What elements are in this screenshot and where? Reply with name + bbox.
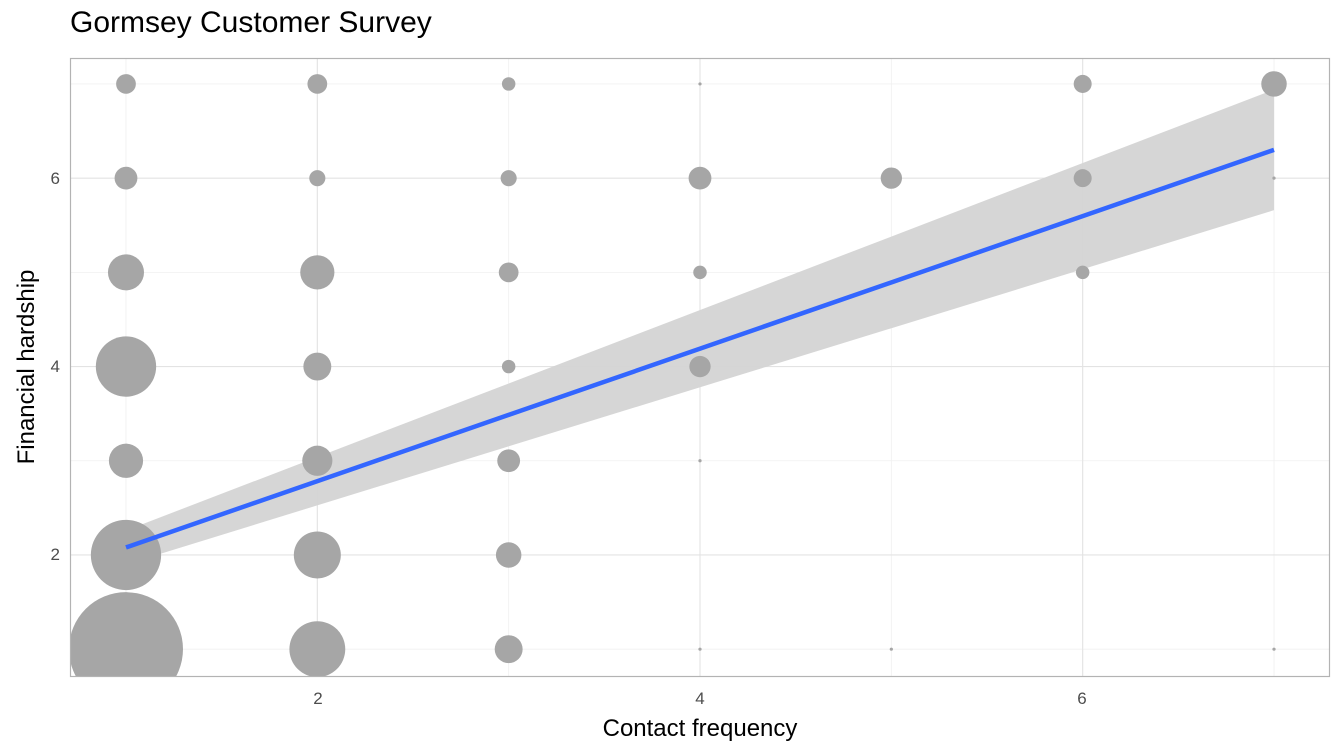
panel-border	[69, 57, 1331, 678]
data-point	[501, 77, 516, 91]
data-point	[500, 170, 517, 187]
y-tick-label: 2	[51, 545, 60, 564]
y-tick-label: 4	[51, 357, 60, 376]
data-point	[302, 445, 333, 476]
data-point	[90, 519, 162, 591]
data-point	[307, 74, 328, 94]
data-point	[95, 336, 157, 397]
data-point	[1272, 647, 1276, 651]
data-point	[693, 265, 707, 280]
data-point	[688, 166, 712, 190]
data-point	[303, 352, 332, 381]
data-point	[501, 359, 516, 374]
data-point	[116, 74, 136, 94]
data-point	[880, 167, 903, 189]
x-tick-label: 2	[313, 689, 322, 708]
x-axis-title: Contact frequency	[603, 715, 798, 742]
data-point	[498, 262, 519, 283]
trend-line-layer	[125, 147, 1275, 550]
data-point	[889, 647, 893, 651]
data-point	[1073, 74, 1092, 93]
y-axis-title: Financial hardship	[13, 270, 40, 465]
data-point	[1261, 71, 1287, 97]
data-point	[1272, 176, 1276, 180]
data-point	[494, 635, 523, 664]
x-tick-label: 4	[695, 689, 704, 708]
point-layer	[70, 71, 1287, 677]
chart-title: Gormsey Customer Survey	[70, 6, 432, 39]
data-point	[495, 542, 522, 568]
data-point	[114, 166, 138, 190]
data-point	[70, 592, 183, 677]
data-point	[689, 355, 711, 378]
data-point	[293, 531, 341, 579]
x-tick-label: 6	[1077, 689, 1086, 708]
data-point	[1073, 169, 1092, 188]
data-point	[309, 170, 326, 187]
data-point	[289, 621, 346, 677]
data-point	[698, 82, 702, 86]
data-point	[497, 449, 521, 473]
data-point	[300, 255, 335, 290]
trend-line	[125, 147, 1275, 550]
data-point	[108, 443, 144, 478]
y-tick-label: 6	[51, 169, 60, 188]
data-point	[698, 647, 702, 651]
data-point	[698, 459, 702, 463]
data-point	[1075, 265, 1090, 280]
data-point	[107, 254, 145, 291]
